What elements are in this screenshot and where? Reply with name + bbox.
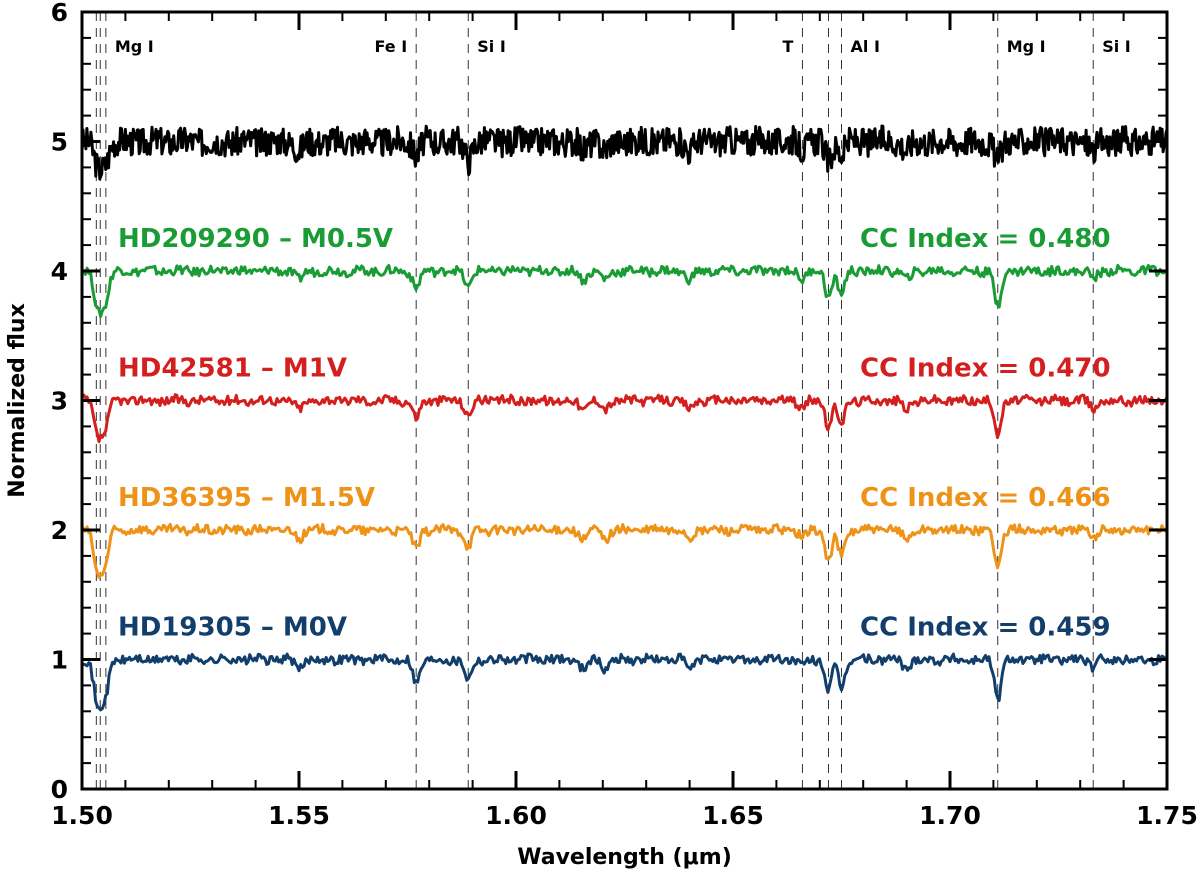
cc-index-label: CC Index = 0.466 <box>860 483 1111 513</box>
series-line-hd19305 <box>81 652 1168 712</box>
x-tick-label: 1.75 <box>1136 801 1198 830</box>
y-tick-label: 3 <box>51 387 68 416</box>
line-marker-label: Al I <box>851 37 880 56</box>
y-tick-label: 4 <box>51 257 68 286</box>
line-marker-label: Mg I <box>1007 37 1046 56</box>
series-line-target <box>80 124 1169 181</box>
y-tick-label: 0 <box>51 775 68 804</box>
line-marker-label: Si I <box>1102 37 1131 56</box>
y-axis-title: Normalized flux <box>5 303 30 498</box>
y-tick-label: 1 <box>51 646 68 675</box>
x-tick-label: 1.60 <box>485 801 547 830</box>
line-marker-label: Fe I <box>375 37 408 56</box>
line-markers <box>95 12 1094 789</box>
y-tick-label: 5 <box>51 128 68 157</box>
cc-index-label: CC Index = 0.470 <box>860 354 1111 384</box>
line-marker-label: Si I <box>477 37 506 56</box>
series-label: HD19305 – M0V <box>118 613 347 643</box>
y-tick-label: 6 <box>51 0 68 27</box>
x-axis-title: Wavelength (μm) <box>517 845 732 870</box>
series-label: HD209290 – M0.5V <box>118 224 393 254</box>
line-marker-label: Mg I <box>115 37 154 56</box>
cc-index-label: CC Index = 0.459 <box>860 613 1111 643</box>
axes: 1.50 1.55 1.60 1.65 1.70 1.75 0 1 2 3 4 5 6 Wavelengt… <box>5 0 1198 870</box>
cc-index-label: CC Index = 0.480 <box>860 224 1111 254</box>
x-tick-label: 1.70 <box>919 801 981 830</box>
series-label: HD36395 – M1.5V <box>118 483 375 513</box>
y-tick-label: 2 <box>51 516 68 545</box>
x-tick-label: 1.50 <box>51 801 113 830</box>
labels: Mg I Fe I Si I T Al I Mg I Si I HD209290 – M0.5… <box>115 37 1131 643</box>
x-tick-label: 1.65 <box>702 801 764 830</box>
series-line-hd42581 <box>80 393 1169 444</box>
line-marker-label: T <box>783 37 794 56</box>
series-label: HD42581 – M1V <box>118 354 347 384</box>
spectra-series <box>80 124 1169 712</box>
x-tick-label: 1.55 <box>268 801 330 830</box>
series-line-hd209290 <box>81 263 1168 319</box>
series-line-hd36395 <box>80 522 1169 579</box>
